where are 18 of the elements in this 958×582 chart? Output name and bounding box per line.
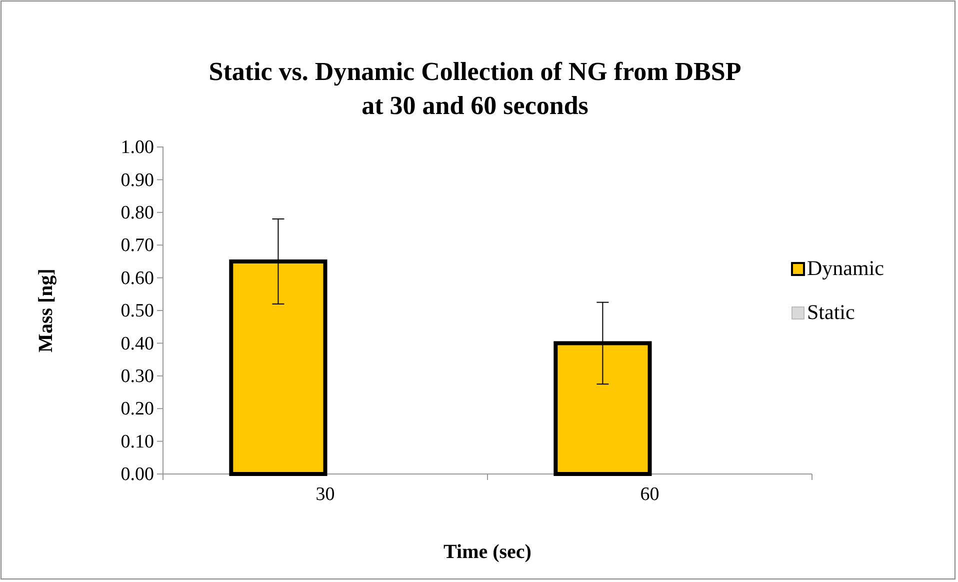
y-tick-label: 0.60 [120, 268, 154, 289]
chart-title: Static vs. Dynamic Collection of NG from DBSP at 30 and 60 seconds [208, 57, 742, 120]
y-tick-label: 0.90 [120, 170, 154, 191]
y-tick-label: 0.30 [120, 366, 154, 387]
y-axis-title: Mass [ng] [35, 268, 57, 352]
y-tick-label: 1.00 [120, 137, 154, 158]
y-tick-label: 0.10 [120, 431, 154, 452]
x-tick-label: 60 [640, 484, 660, 505]
y-tick-label: 0.20 [120, 398, 154, 420]
y-tick-label: 0.40 [120, 333, 154, 354]
x-tick-label: 30 [316, 484, 335, 505]
x-axis-title: Time (sec) [444, 541, 532, 563]
y-tick-label: 0.50 [120, 300, 154, 322]
legend-label: Dynamic [807, 256, 884, 280]
legend-label: Static [807, 300, 855, 324]
y-tick-label: 0.70 [120, 235, 154, 256]
y-tick-label: 0.00 [120, 464, 154, 486]
y-tick-label: 0.80 [120, 202, 154, 224]
